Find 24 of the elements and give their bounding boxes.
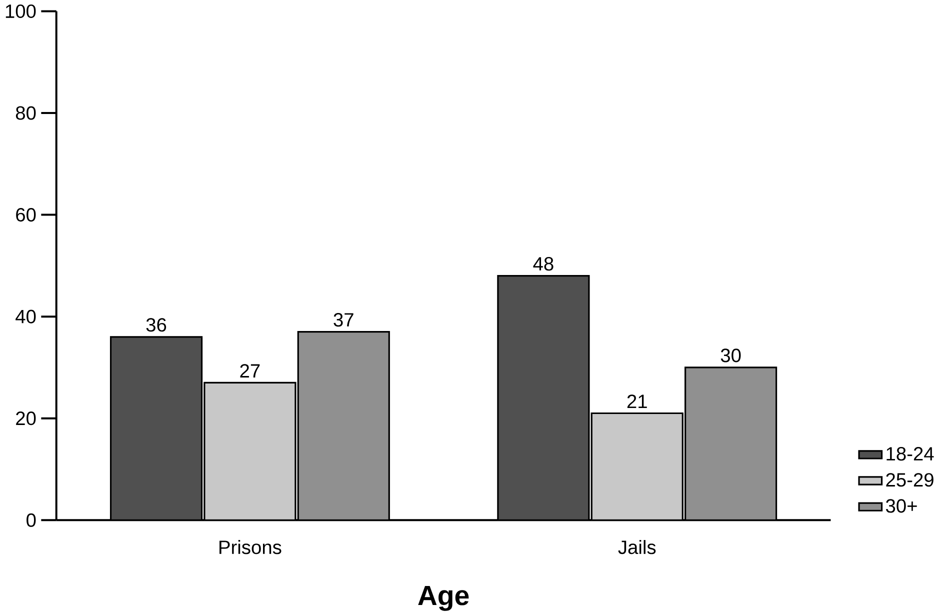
bar xyxy=(497,274,590,520)
data-label: 48 xyxy=(533,256,554,270)
data-label: 27 xyxy=(240,364,260,378)
data-label: 36 xyxy=(146,318,166,332)
y-tick-label: 100 xyxy=(6,4,36,18)
x-tick-label: Prisons xyxy=(220,540,282,554)
legend-label: 25-29 xyxy=(886,472,934,486)
data-label: 37 xyxy=(334,312,354,326)
bar xyxy=(684,366,778,520)
bar xyxy=(297,330,390,520)
y-tick-label: 40 xyxy=(16,310,36,324)
x-tick-label: Jails xyxy=(618,540,656,554)
data-label: 21 xyxy=(627,394,647,408)
y-tick-label: 80 xyxy=(16,106,36,120)
x-axis-title: Age xyxy=(418,586,469,611)
y-tick-label: 60 xyxy=(16,208,36,222)
data-label: 30 xyxy=(720,348,741,362)
bar xyxy=(204,382,296,520)
bar xyxy=(110,336,203,520)
y-tick-label: 0 xyxy=(26,513,36,527)
legend-label: 30+ xyxy=(886,498,917,513)
y-tick-label: 20 xyxy=(16,411,36,425)
bar xyxy=(590,412,684,520)
legend-label: 18-24 xyxy=(886,446,934,460)
